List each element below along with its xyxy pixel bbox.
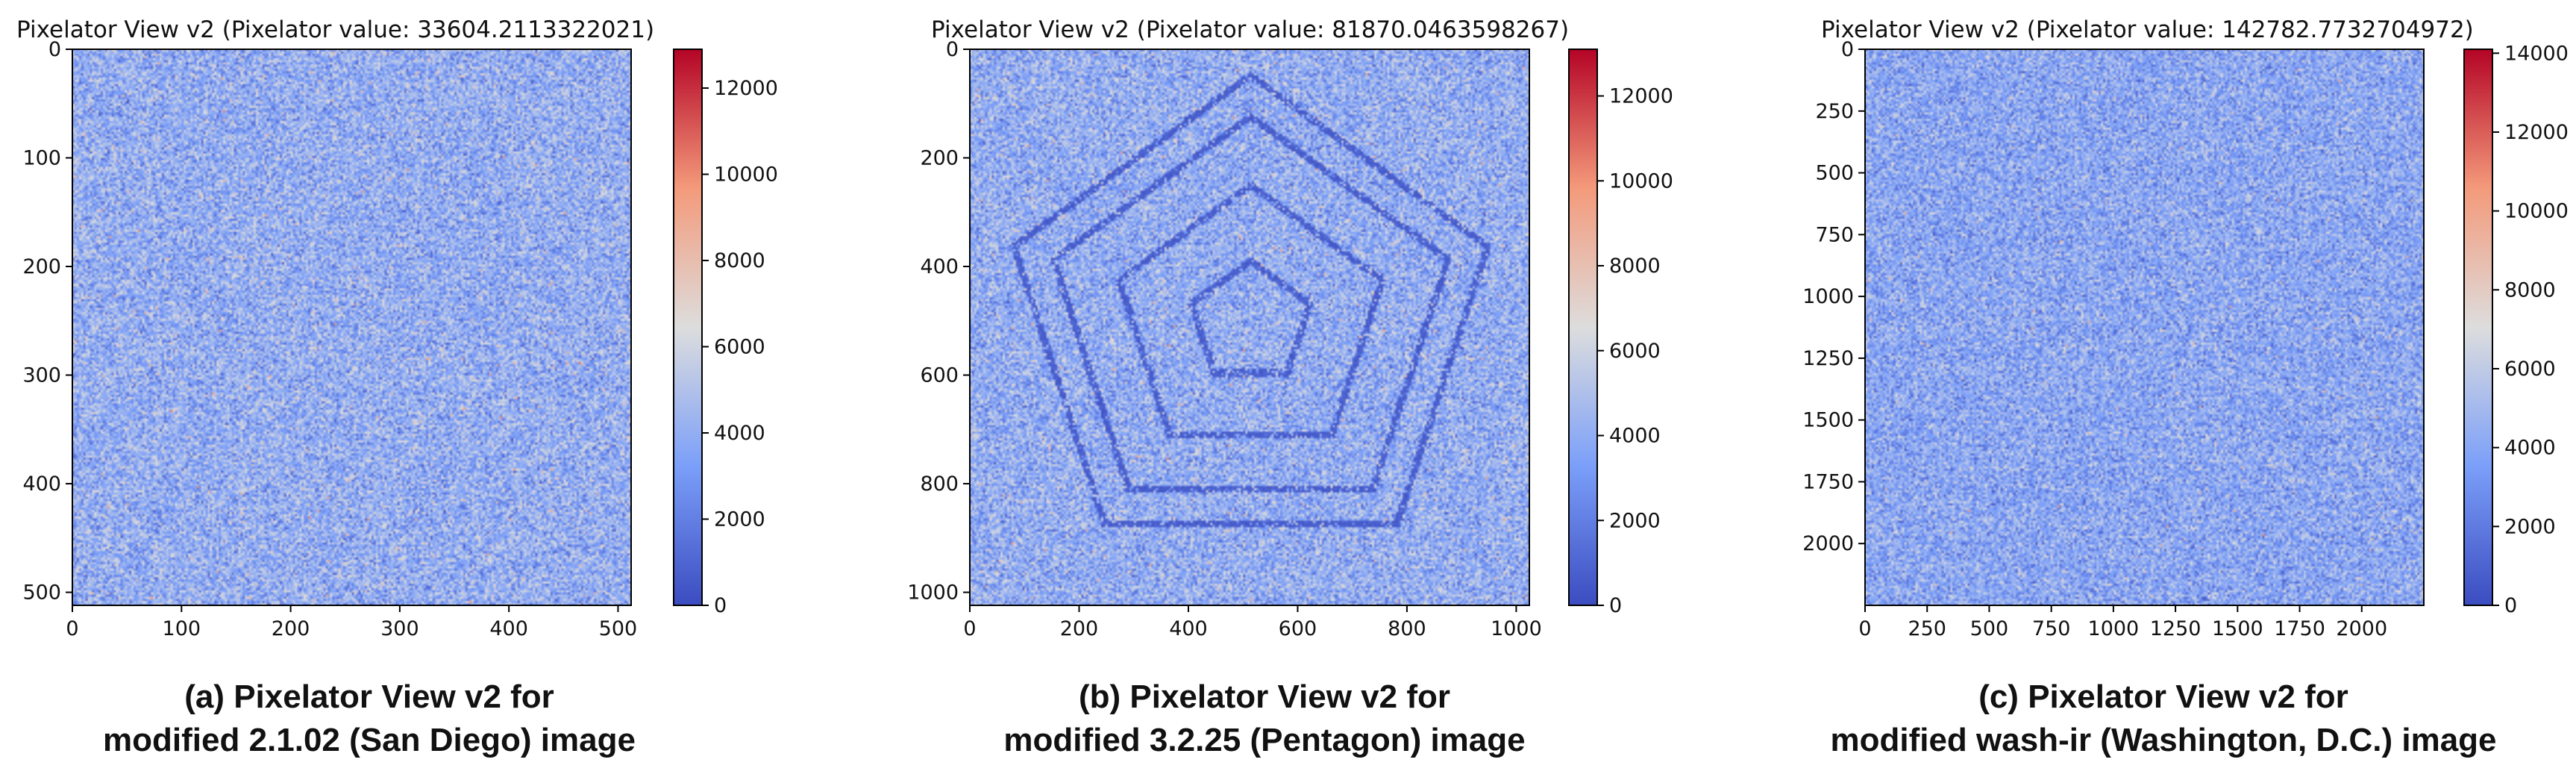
colorbar-axis: 0 2000 4000 6000 8000 10000 12000 14000 bbox=[2492, 42, 2569, 617]
x-tick-label: 0 bbox=[66, 617, 78, 640]
colorbar-axis: 0 2000 4000 6000 8000 10000 12000 bbox=[1597, 85, 1673, 617]
chart-panel-b: Pixelator View v2 (Pixelator value: 8187… bbox=[907, 16, 1673, 640]
x-tick-label: 0 bbox=[963, 617, 976, 640]
y-tick-label: 1000 bbox=[1802, 285, 1854, 308]
heatmap-frame bbox=[72, 49, 632, 606]
y-tick-label: 100 bbox=[22, 147, 61, 170]
colorbar-tick-label: 10000 bbox=[1609, 169, 1673, 193]
colorbar bbox=[1568, 49, 1598, 606]
x-tick-label: 300 bbox=[380, 617, 419, 640]
caption-line: (b) Pixelator View v2 for bbox=[1078, 678, 1450, 715]
x-tick-label: 2000 bbox=[2336, 617, 2387, 640]
y-tick-label: 200 bbox=[920, 147, 959, 170]
heatmap-image bbox=[970, 49, 1529, 605]
colorbar-tick-label: 12000 bbox=[1609, 85, 1673, 108]
colorbar-tick-label: 10000 bbox=[714, 163, 778, 186]
y-tick-label: 500 bbox=[1815, 162, 1854, 185]
heatmap-image bbox=[72, 49, 631, 605]
y-axis: 0 100 200 300 400 500 bbox=[22, 38, 72, 605]
colorbar-tick-label: 12000 bbox=[714, 77, 778, 100]
x-tick-label: 500 bbox=[1970, 617, 2009, 640]
y-tick-label: 800 bbox=[920, 472, 959, 496]
x-tick-label: 250 bbox=[1908, 617, 1946, 640]
caption-line: (c) Pixelator View v2 for bbox=[1978, 678, 2348, 715]
x-tick-label: 1000 bbox=[2088, 617, 2140, 640]
colorbar-tick-label: 0 bbox=[714, 594, 727, 617]
y-tick-label: 0 bbox=[1841, 38, 1854, 61]
y-tick-label: 1750 bbox=[1802, 470, 1854, 493]
y-tick-label: 250 bbox=[1815, 100, 1854, 123]
x-tick-label: 400 bbox=[489, 617, 528, 640]
colorbar-tick-label: 4000 bbox=[714, 422, 765, 445]
colorbar bbox=[673, 49, 703, 606]
x-tick-label: 1750 bbox=[2274, 617, 2325, 640]
x-axis: 0 200 400 600 800 1000 bbox=[963, 605, 1542, 640]
chart-title: Pixelator View v2 (Pixelator value: 3360… bbox=[16, 16, 654, 43]
y-tick-label: 1250 bbox=[1802, 347, 1854, 370]
x-tick-label: 1000 bbox=[1491, 617, 1542, 640]
x-tick-label: 0 bbox=[1858, 617, 1871, 640]
x-tick-label: 100 bbox=[163, 617, 201, 640]
chart-title: Pixelator View v2 (Pixelator value: 8187… bbox=[931, 16, 1569, 43]
y-tick-label: 2000 bbox=[1802, 532, 1854, 555]
caption-b: (b) Pixelator View v2 for modified 3.2.2… bbox=[912, 676, 1617, 762]
colorbar-tick-label: 14000 bbox=[2504, 42, 2569, 65]
y-tick-label: 1500 bbox=[1802, 409, 1854, 432]
colorbar-axis: 0 2000 4000 6000 8000 10000 12000 bbox=[702, 77, 778, 617]
x-axis: 0 250 500 750 1000 1250 1500 1750 2000 bbox=[1858, 605, 2387, 640]
y-tick-label: 0 bbox=[48, 38, 61, 61]
heatmap-frame bbox=[1864, 49, 2425, 606]
colorbar-tick-label: 2000 bbox=[714, 508, 765, 531]
heatmap-image bbox=[1865, 49, 2424, 605]
caption-c: (c) Pixelator View v2 for modified wash-… bbox=[1776, 676, 2551, 762]
colorbar-tick-label: 2000 bbox=[2504, 515, 2556, 538]
x-tick-label: 750 bbox=[2032, 617, 2071, 640]
colorbar-tick-label: 10000 bbox=[2504, 200, 2569, 223]
caption-a: (a) Pixelator View v2 for modified 2.1.0… bbox=[16, 676, 722, 762]
y-axis: 0 200 400 600 800 1000 bbox=[907, 38, 970, 605]
colorbar-tick-label: 6000 bbox=[714, 335, 765, 358]
colorbar-tick-label: 2000 bbox=[1609, 509, 1661, 532]
y-tick-label: 300 bbox=[22, 364, 61, 387]
x-tick-label: 600 bbox=[1279, 617, 1317, 640]
caption-line: (a) Pixelator View v2 for bbox=[184, 678, 554, 715]
x-tick-label: 1500 bbox=[2212, 617, 2263, 640]
x-tick-label: 800 bbox=[1388, 617, 1426, 640]
colorbar-tick-label: 8000 bbox=[1609, 255, 1661, 278]
y-tick-label: 200 bbox=[22, 255, 61, 278]
y-tick-label: 1000 bbox=[907, 581, 959, 605]
colorbar-tick-label: 12000 bbox=[2504, 121, 2569, 144]
colorbar-tick-label: 8000 bbox=[714, 249, 765, 272]
x-tick-label: 500 bbox=[599, 617, 638, 640]
colorbar-tick-label: 0 bbox=[1609, 594, 1622, 617]
y-tick-label: 600 bbox=[920, 364, 959, 387]
y-tick-label: 400 bbox=[22, 472, 61, 496]
chart-title: Pixelator View v2 (Pixelator value: 1427… bbox=[1821, 16, 2474, 43]
colorbar bbox=[2463, 49, 2493, 606]
caption-line: modified 2.1.02 (San Diego) image bbox=[103, 722, 636, 758]
heatmap-frame bbox=[969, 49, 1530, 606]
colorbar-tick-label: 0 bbox=[2504, 594, 2517, 617]
colorbar-tick-label: 6000 bbox=[2504, 358, 2556, 381]
colorbar-tick-label: 8000 bbox=[2504, 278, 2556, 302]
x-tick-label: 1250 bbox=[2150, 617, 2201, 640]
x-tick-label: 200 bbox=[272, 617, 310, 640]
x-tick-label: 200 bbox=[1060, 617, 1099, 640]
caption-line: modified 3.2.25 (Pentagon) image bbox=[1003, 722, 1526, 758]
y-tick-label: 750 bbox=[1815, 223, 1854, 246]
colorbar-tick-label: 4000 bbox=[2504, 437, 2556, 460]
chart-panel-c: Pixelator View v2 (Pixelator value: 1427… bbox=[1802, 16, 2569, 640]
colorbar-tick-label: 4000 bbox=[1609, 425, 1661, 448]
y-axis: 0 250 500 750 1000 1250 1500 1750 2000 bbox=[1802, 38, 1865, 555]
y-tick-label: 500 bbox=[22, 581, 61, 605]
caption-line: modified wash-ir (Washington, D.C.) imag… bbox=[1830, 722, 2497, 758]
x-tick-label: 400 bbox=[1169, 617, 1208, 640]
y-tick-label: 0 bbox=[946, 38, 959, 61]
colorbar-tick-label: 6000 bbox=[1609, 340, 1661, 363]
x-axis: 0 100 200 300 400 500 bbox=[66, 605, 637, 640]
y-tick-label: 400 bbox=[920, 255, 959, 278]
chart-panel-a: Pixelator View v2 (Pixelator value: 3360… bbox=[16, 16, 778, 640]
